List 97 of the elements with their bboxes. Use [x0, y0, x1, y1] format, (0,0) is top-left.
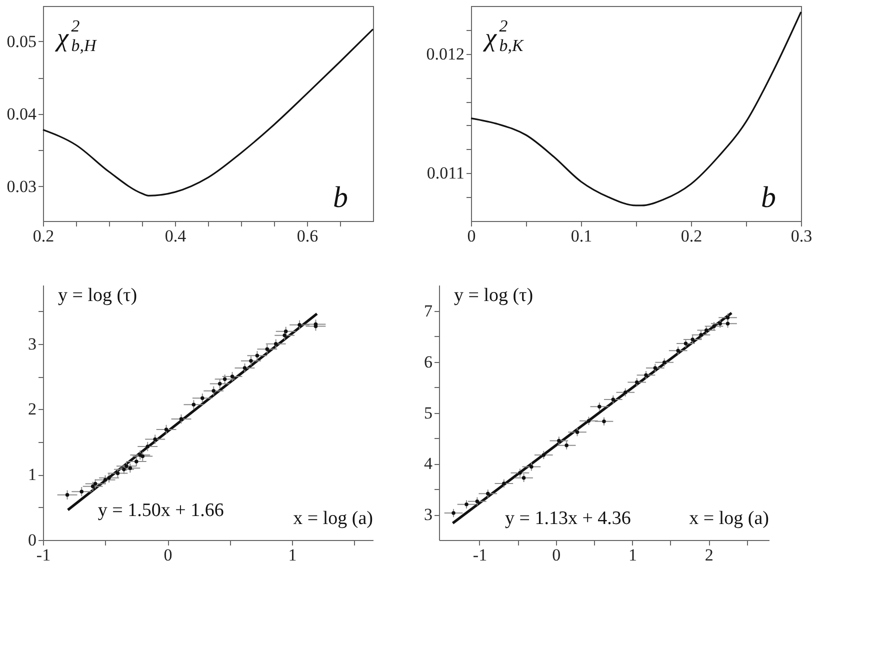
point — [134, 460, 138, 464]
y-axis-title: y = log (τ) — [454, 285, 534, 306]
x-tick-label: -1 — [472, 546, 488, 564]
x-tick-label: -1 — [36, 546, 51, 564]
annotation: y = 1.13x + 4.36 — [505, 508, 631, 529]
annotation: y = 1.50x + 1.66 — [98, 500, 224, 521]
point — [704, 328, 708, 332]
y-tick-label: 2 — [28, 400, 36, 419]
point — [153, 437, 157, 442]
point — [530, 464, 534, 469]
y-tick-label: 3 — [28, 334, 36, 354]
point — [179, 417, 184, 421]
x-tick-label: 0.1 — [570, 226, 592, 246]
point — [486, 492, 490, 496]
point — [676, 348, 680, 353]
point — [653, 366, 658, 370]
point — [116, 471, 120, 476]
x-tick-label: 0 — [552, 546, 561, 564]
y-tick-label: 1 — [28, 465, 36, 484]
y-tick-label: 5 — [424, 403, 432, 422]
point — [542, 453, 546, 457]
point — [712, 324, 716, 328]
point — [699, 333, 703, 337]
x-tick-label: 1 — [288, 546, 297, 564]
x-tick-label: 0 — [164, 546, 172, 564]
point — [644, 373, 648, 377]
point — [282, 333, 286, 338]
point — [586, 419, 591, 423]
point — [218, 382, 222, 386]
x-tick-label: 0.4 — [164, 226, 187, 246]
point — [200, 396, 204, 400]
x-axis-title: b — [333, 181, 348, 214]
y-tick-label: 7 — [424, 301, 433, 320]
x-axis-title: x = log (a) — [689, 508, 769, 529]
point — [65, 493, 70, 497]
point — [611, 398, 616, 402]
point — [557, 438, 561, 443]
y-tick-label: 0.03 — [6, 176, 36, 196]
point — [265, 347, 270, 351]
y-tick-label: 0.011 — [426, 164, 464, 183]
point — [192, 402, 196, 407]
point — [164, 428, 168, 432]
point — [624, 390, 628, 394]
point — [146, 444, 150, 448]
point — [502, 482, 506, 486]
y-axis-title: y = log (τ) — [58, 285, 138, 306]
point — [518, 470, 522, 475]
point — [575, 430, 580, 434]
point — [90, 484, 95, 488]
point — [274, 342, 278, 346]
point — [598, 404, 602, 409]
point — [242, 366, 247, 370]
point — [564, 443, 568, 448]
point — [128, 466, 132, 470]
point — [284, 330, 288, 334]
x-tick-label: 0.2 — [680, 226, 702, 246]
x-tick-label: 1 — [628, 546, 638, 564]
point — [464, 502, 468, 506]
point — [222, 377, 227, 382]
y-tick-label: 6 — [424, 352, 432, 372]
x-axis-title: x = log (a) — [293, 508, 373, 529]
point — [107, 476, 111, 480]
y-tick-label: 0 — [28, 530, 36, 550]
point — [140, 454, 144, 458]
x-tick-label: 0.2 — [32, 226, 54, 246]
point — [718, 322, 722, 326]
y-tick-label: 3 — [424, 505, 432, 524]
point — [255, 354, 260, 358]
point — [298, 323, 302, 327]
point — [103, 478, 108, 482]
x-axis-title: b — [761, 181, 776, 214]
point — [522, 476, 526, 480]
y-tick-label: 0.04 — [6, 104, 37, 124]
y-tick-label: 4 — [424, 454, 433, 474]
x-tick-label: 0.3 — [790, 226, 812, 246]
y-tick-label: 0.05 — [6, 32, 36, 51]
point — [602, 420, 606, 424]
point — [124, 464, 128, 468]
point — [662, 360, 666, 364]
y-tick-label: 0.012 — [426, 44, 464, 64]
point — [634, 380, 639, 384]
point — [475, 499, 480, 504]
point — [249, 358, 253, 363]
point — [452, 511, 456, 515]
point — [726, 322, 730, 326]
point — [80, 490, 84, 494]
point — [122, 468, 126, 472]
point — [726, 316, 730, 320]
point — [212, 389, 216, 393]
line-series — [470, 11, 802, 206]
point — [230, 374, 234, 378]
x-tick-label: 0.6 — [296, 226, 318, 246]
point — [93, 482, 98, 486]
x-tick-label: 0 — [467, 226, 476, 246]
point — [684, 342, 688, 346]
point — [690, 338, 694, 342]
x-tick-label: 2 — [704, 546, 714, 564]
